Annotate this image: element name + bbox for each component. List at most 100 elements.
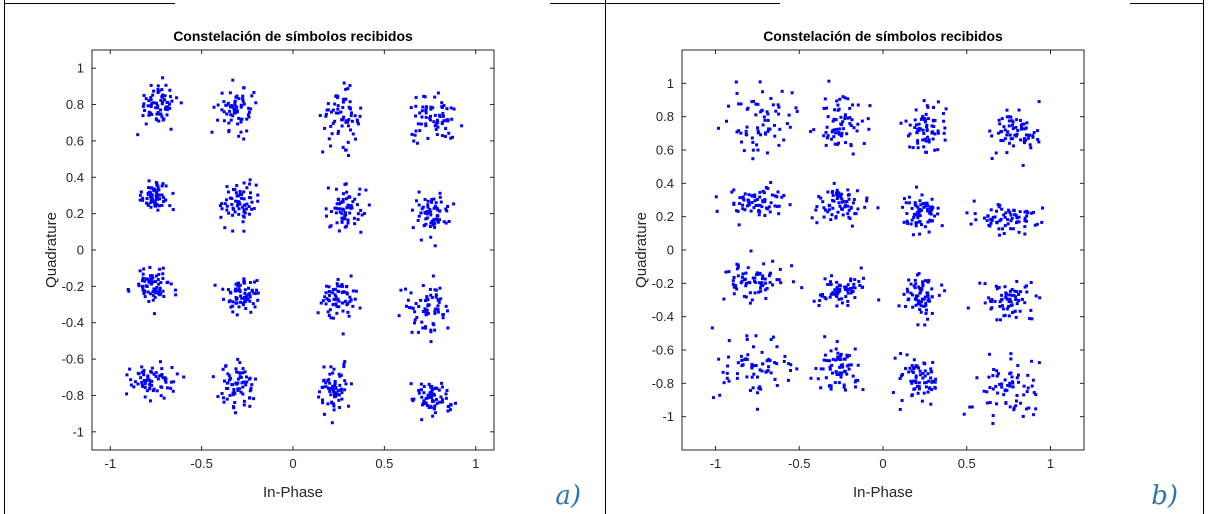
scatter-point <box>322 379 326 383</box>
scatter-point <box>934 377 938 381</box>
scatter-point <box>853 296 857 300</box>
scatter-point <box>242 86 246 90</box>
scatter-point <box>842 199 846 203</box>
scatter-point <box>905 212 909 216</box>
scatter-point <box>749 209 753 213</box>
scatter-point <box>836 355 840 359</box>
x-tick-label: -0.5 <box>190 456 212 471</box>
scatter-point <box>924 150 928 154</box>
scatter-point <box>343 360 347 364</box>
scatter-point <box>153 200 157 204</box>
scatter-point <box>331 108 335 112</box>
scatter-point <box>330 210 334 214</box>
scatter-point <box>940 224 944 228</box>
scatter-point <box>336 197 340 201</box>
scatter-point <box>753 195 757 199</box>
scatter-point <box>789 368 793 372</box>
scatter-point <box>211 375 215 379</box>
scatter-point <box>923 323 927 327</box>
scatter-point <box>242 208 246 212</box>
scatter-point <box>142 371 146 375</box>
scatter-point <box>415 315 419 319</box>
scatter-point <box>164 83 168 87</box>
scatter-point <box>831 198 835 202</box>
scatter-point <box>916 302 920 306</box>
scatter-point <box>987 375 991 379</box>
scatter-point <box>226 101 230 105</box>
scatter-point <box>337 229 341 233</box>
scatter-point <box>344 120 348 124</box>
scatter-point <box>1026 386 1030 390</box>
scatter-point <box>1015 118 1019 122</box>
scatter-point <box>156 84 160 88</box>
scatter-point <box>860 285 864 289</box>
scatter-point <box>226 190 230 194</box>
scatter-point <box>842 385 846 389</box>
scatter-point <box>255 279 259 283</box>
scatter-point <box>418 129 422 133</box>
scatter-point <box>844 388 847 392</box>
scatter-point <box>914 364 918 368</box>
scatter-point <box>858 283 862 287</box>
scatter-point <box>745 133 749 137</box>
scatter-point <box>910 394 914 398</box>
scatter-point <box>747 203 751 207</box>
scatter-point <box>158 374 162 378</box>
scatter-point <box>343 379 347 383</box>
scatter-point <box>434 307 438 311</box>
scatter-point <box>911 370 915 374</box>
scatter-point <box>933 386 937 390</box>
scatter-point <box>336 389 340 393</box>
scatter-point <box>1014 221 1018 225</box>
scatter-point <box>926 117 930 121</box>
scatter-point <box>333 391 337 395</box>
scatter-point <box>735 287 739 291</box>
scatter-point <box>236 357 240 361</box>
scatter-point <box>144 97 148 101</box>
scatter-point <box>329 124 333 128</box>
scatter-point <box>433 204 437 208</box>
scatter-point <box>899 121 903 125</box>
scatter-point <box>760 281 764 285</box>
scatter-point <box>439 297 443 301</box>
scatter-point <box>447 131 451 135</box>
scatter-point <box>416 218 420 222</box>
scatter-point <box>1011 127 1015 131</box>
scatter-point <box>250 200 254 204</box>
scatter-point <box>923 201 927 205</box>
scatter-point <box>912 212 916 216</box>
scatter-point <box>917 122 921 126</box>
scatter-point <box>830 371 834 375</box>
scatter-point <box>336 107 340 111</box>
scatter-point <box>1022 384 1026 388</box>
scatter-point <box>238 300 242 304</box>
scatter-point <box>835 127 839 131</box>
scatter-point <box>763 277 767 281</box>
scatter-point <box>755 273 759 277</box>
y-tick-label: -1 <box>662 409 674 424</box>
scatter-point <box>1017 230 1021 234</box>
scatter-point <box>423 95 427 99</box>
scatter-point <box>838 365 842 369</box>
scatter-point <box>444 221 448 225</box>
scatter-point <box>904 201 908 205</box>
scatter-point <box>141 104 145 108</box>
scatter-point <box>910 364 914 368</box>
scatter-point <box>420 418 424 422</box>
scatter-point <box>227 130 231 134</box>
scatter-point <box>1004 401 1008 405</box>
scatter-point <box>429 340 433 344</box>
scatter-point <box>750 298 754 302</box>
scatter-point <box>236 284 240 288</box>
scatter-point <box>334 302 338 306</box>
scatter-point <box>336 277 340 281</box>
scatter-point <box>768 359 772 363</box>
scatter-point <box>773 134 777 138</box>
scatter-point <box>161 276 165 280</box>
scatter-point <box>829 274 833 278</box>
scatter-point <box>397 314 401 318</box>
scatter-point <box>832 181 836 185</box>
scatter-point <box>235 184 239 188</box>
scatter-point <box>160 193 164 197</box>
scatter-point <box>765 110 769 114</box>
